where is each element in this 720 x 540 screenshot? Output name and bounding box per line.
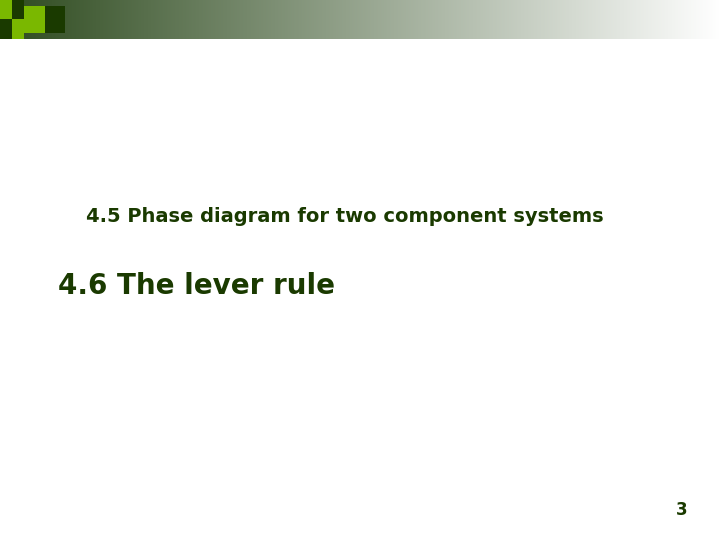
Text: 4.5 Phase diagram for two component systems: 4.5 Phase diagram for two component syst… bbox=[86, 206, 604, 226]
Bar bbox=[12, 0, 24, 19]
Text: 3: 3 bbox=[676, 501, 688, 519]
Text: 4.6 The lever rule: 4.6 The lever rule bbox=[58, 272, 335, 300]
Bar bbox=[0, 0, 12, 19]
Bar bbox=[12, 19, 24, 39]
Bar bbox=[24, 6, 45, 33]
Bar bbox=[0, 19, 12, 39]
Bar bbox=[45, 6, 65, 33]
